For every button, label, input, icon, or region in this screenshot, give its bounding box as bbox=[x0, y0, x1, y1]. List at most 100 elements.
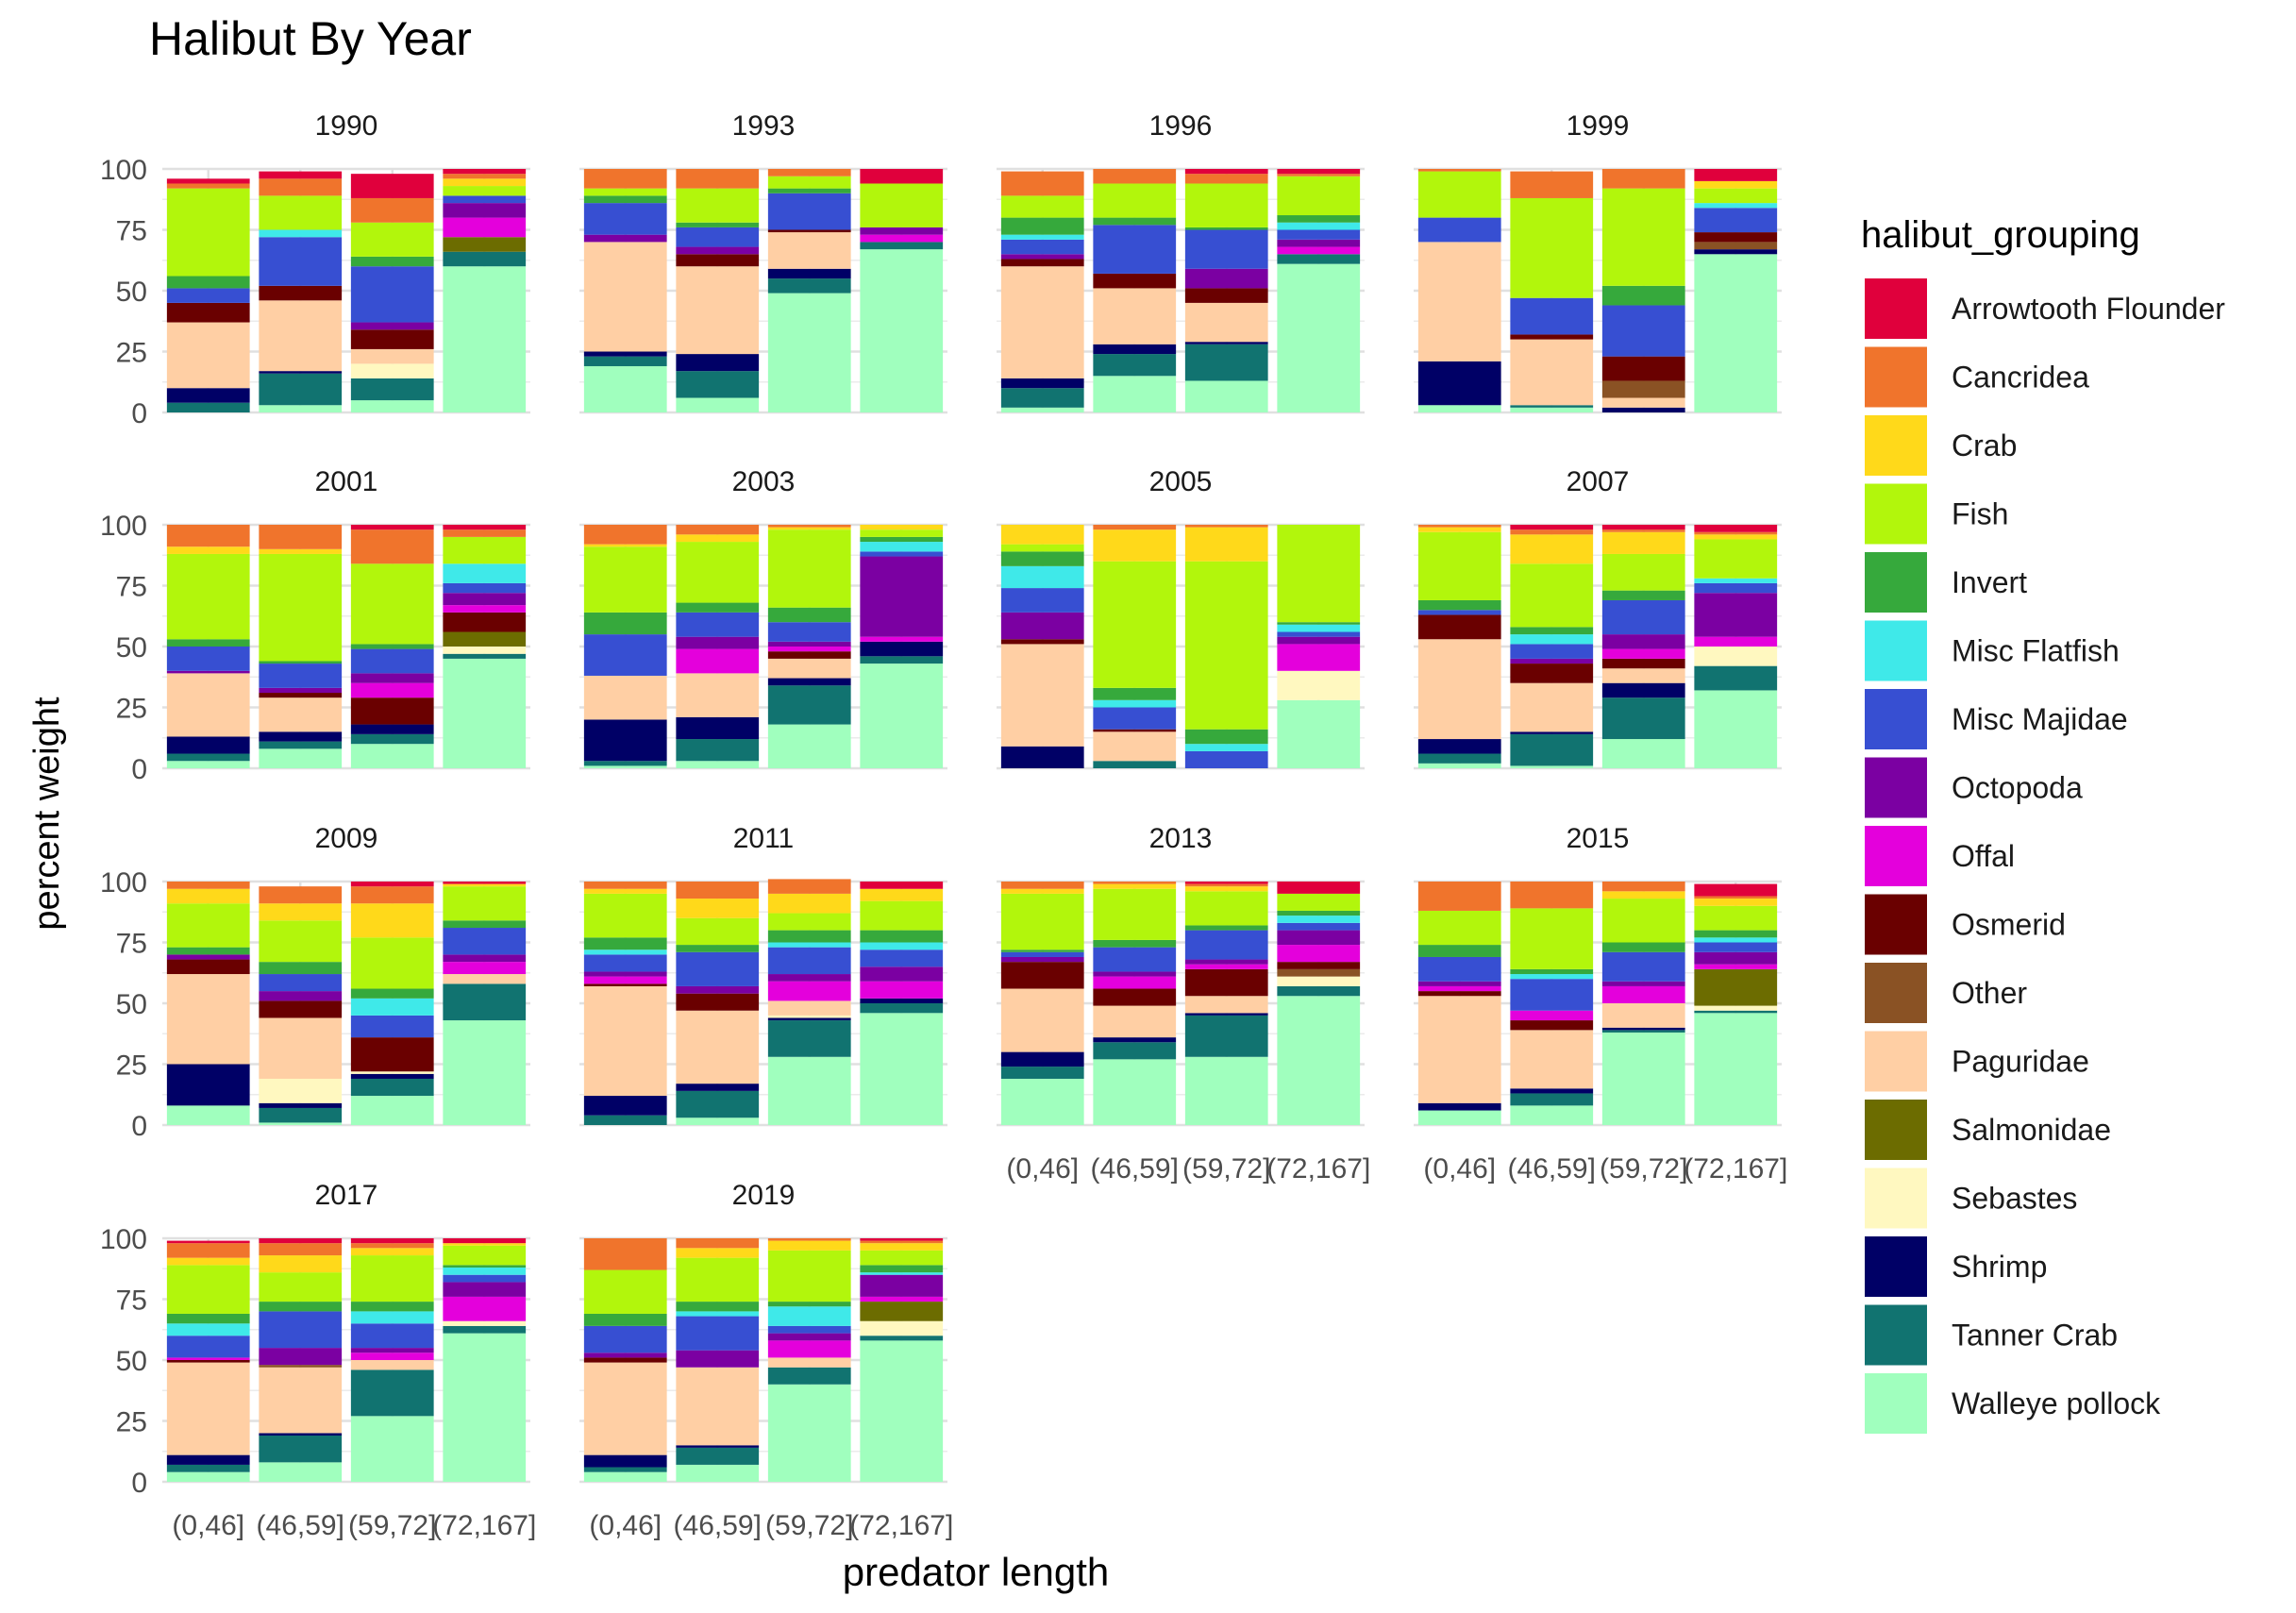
bar-segment-tanner-crab bbox=[767, 278, 851, 294]
bar-72-167 bbox=[1277, 169, 1361, 412]
legend-label-other: Other bbox=[1952, 976, 2027, 1010]
bar-segment-osmerid bbox=[166, 959, 250, 975]
facet-strip-label: 1996 bbox=[1149, 110, 1213, 142]
bar-segment-misc-majidae bbox=[259, 974, 343, 992]
bar-segment-walleye-pollock bbox=[860, 664, 944, 768]
legend-label-walleye-pollock: Walleye pollock bbox=[1952, 1386, 2161, 1420]
x-tick-label: (46,59] bbox=[1091, 1153, 1179, 1185]
bar-segment-invert bbox=[1093, 687, 1177, 700]
facet-strip-label: 2013 bbox=[1149, 823, 1213, 854]
bar-segment-misc-flatfish bbox=[443, 563, 527, 583]
bar-segment-tanner-crab bbox=[583, 1467, 667, 1472]
bar-segment-cancridea bbox=[676, 169, 760, 189]
bar-72-167 bbox=[443, 525, 527, 768]
bar-segment-octopoda bbox=[767, 641, 851, 647]
bar-segment-invert bbox=[767, 930, 851, 943]
bar-segment-invert bbox=[1601, 942, 1685, 952]
bar-segment-walleye-pollock bbox=[259, 1122, 343, 1125]
facet-panel-2009: 2009 0 25 50 75 100 bbox=[100, 823, 530, 1142]
bar-segment-salmonidae bbox=[443, 631, 527, 647]
bar-segment-misc-majidae bbox=[1093, 707, 1177, 730]
bar-segment-octopoda bbox=[676, 246, 760, 255]
bar-segment-invert bbox=[583, 612, 667, 635]
y-tick-label: 100 bbox=[100, 1224, 147, 1255]
bar-segment-shrimp bbox=[583, 1096, 667, 1116]
bar-segment-misc-majidae bbox=[1184, 930, 1268, 960]
bar-segment-cancridea bbox=[583, 169, 667, 189]
bar-segment-shrimp bbox=[1601, 1027, 1685, 1031]
bar-segment-cancridea bbox=[1093, 882, 1177, 884]
bar-46-59 bbox=[259, 171, 343, 412]
bar-segment-crab bbox=[1510, 534, 1594, 564]
bar-segment-arrowtooth-flounder bbox=[350, 174, 434, 198]
bar-segment-paguridae bbox=[166, 322, 250, 389]
bar-segment-tanner-crab bbox=[1093, 1042, 1177, 1060]
bar-segment-misc-majidae bbox=[1000, 239, 1084, 255]
bar-segment-arrowtooth-flounder bbox=[1694, 883, 1778, 897]
bar-segment-tanner-crab bbox=[583, 356, 667, 366]
bar-segment-fish bbox=[443, 536, 527, 564]
bar-segment-walleye-pollock bbox=[860, 249, 944, 412]
y-tick-label: 75 bbox=[116, 1285, 147, 1317]
bar-segment-fish bbox=[767, 529, 851, 608]
bar-segment-sebastes bbox=[1277, 976, 1361, 986]
bar-segment-osmerid bbox=[1000, 259, 1084, 267]
bar-segment-fish bbox=[583, 188, 667, 196]
bar-segment-invert bbox=[166, 1313, 250, 1324]
bar-segment-misc-majidae bbox=[1093, 947, 1177, 972]
bar-segment-shrimp bbox=[1000, 378, 1084, 389]
legend-label-crab: Crab bbox=[1952, 428, 2017, 462]
bar-segment-tanner-crab bbox=[443, 1325, 527, 1334]
chart-title: Halibut By Year bbox=[149, 12, 472, 65]
bar-segment-tanner-crab bbox=[443, 653, 527, 659]
bar-segment-offal bbox=[860, 636, 944, 642]
bar-59-72 bbox=[350, 525, 434, 768]
bar-segment-crab bbox=[767, 527, 851, 530]
bar-segment-crab bbox=[1694, 899, 1778, 906]
bar-segment-fish bbox=[583, 546, 667, 613]
bar-segment-paguridae bbox=[767, 232, 851, 269]
bar-segment-offal bbox=[166, 1357, 250, 1360]
bar-segment-tanner-crab bbox=[1417, 753, 1501, 764]
bar-segment-invert bbox=[860, 1265, 944, 1273]
bar-segment-paguridae bbox=[166, 974, 250, 1065]
bar-segment-misc-majidae bbox=[166, 1336, 250, 1358]
bar-segment-osmerid bbox=[1000, 639, 1084, 645]
bar-segment-fish bbox=[1601, 553, 1685, 591]
legend-key-offal bbox=[1865, 826, 1927, 886]
bar-segment-shrimp bbox=[259, 1102, 343, 1108]
bar-segment-shrimp bbox=[166, 736, 250, 754]
bar-segment-offal bbox=[860, 234, 944, 243]
bar-0-46 bbox=[166, 1240, 250, 1482]
bar-segment-paguridae bbox=[583, 985, 667, 1097]
bar-segment-cancridea bbox=[166, 525, 250, 547]
bar-segment-shrimp bbox=[350, 724, 434, 734]
y-tick-label: 0 bbox=[131, 754, 147, 785]
facet-strip-label: 2001 bbox=[315, 466, 378, 497]
bar-72-167 bbox=[1694, 883, 1778, 1125]
bar-segment-paguridae bbox=[1510, 1030, 1594, 1089]
bar-segment-walleye-pollock bbox=[166, 761, 250, 768]
bar-segment-cancridea bbox=[1417, 882, 1501, 911]
legend-key-salmonidae bbox=[1865, 1100, 1927, 1160]
bar-segment-tanner-crab bbox=[350, 1078, 434, 1097]
legend-item-salmonidae: Salmonidae bbox=[1865, 1100, 2111, 1160]
bar-segment-cancridea bbox=[767, 879, 851, 894]
bar-segment-osmerid bbox=[1417, 614, 1501, 640]
y-tick-label: 0 bbox=[131, 398, 147, 429]
y-axis-title: percent weight bbox=[27, 697, 67, 931]
bar-segment-fish bbox=[860, 900, 944, 931]
bar-segment-cancridea bbox=[259, 178, 343, 196]
facet-panel-2007: 2007 bbox=[1414, 466, 1782, 770]
bar-segment-paguridae bbox=[1093, 288, 1177, 344]
bar-segment-invert bbox=[1000, 949, 1084, 952]
bar-segment-osmerid bbox=[350, 329, 434, 349]
bar-segment-paguridae bbox=[1093, 731, 1177, 762]
bar-segment-arrowtooth-flounder bbox=[259, 1238, 343, 1244]
bar-segment-misc-majidae bbox=[767, 947, 851, 975]
legend-label-cancridea: Cancridea bbox=[1952, 361, 2089, 395]
bar-segment-arrowtooth-flounder bbox=[1184, 169, 1268, 175]
bar-segment-crab bbox=[676, 899, 760, 918]
bar-segment-paguridae bbox=[1184, 302, 1268, 343]
bar-segment-cancridea bbox=[443, 174, 527, 179]
